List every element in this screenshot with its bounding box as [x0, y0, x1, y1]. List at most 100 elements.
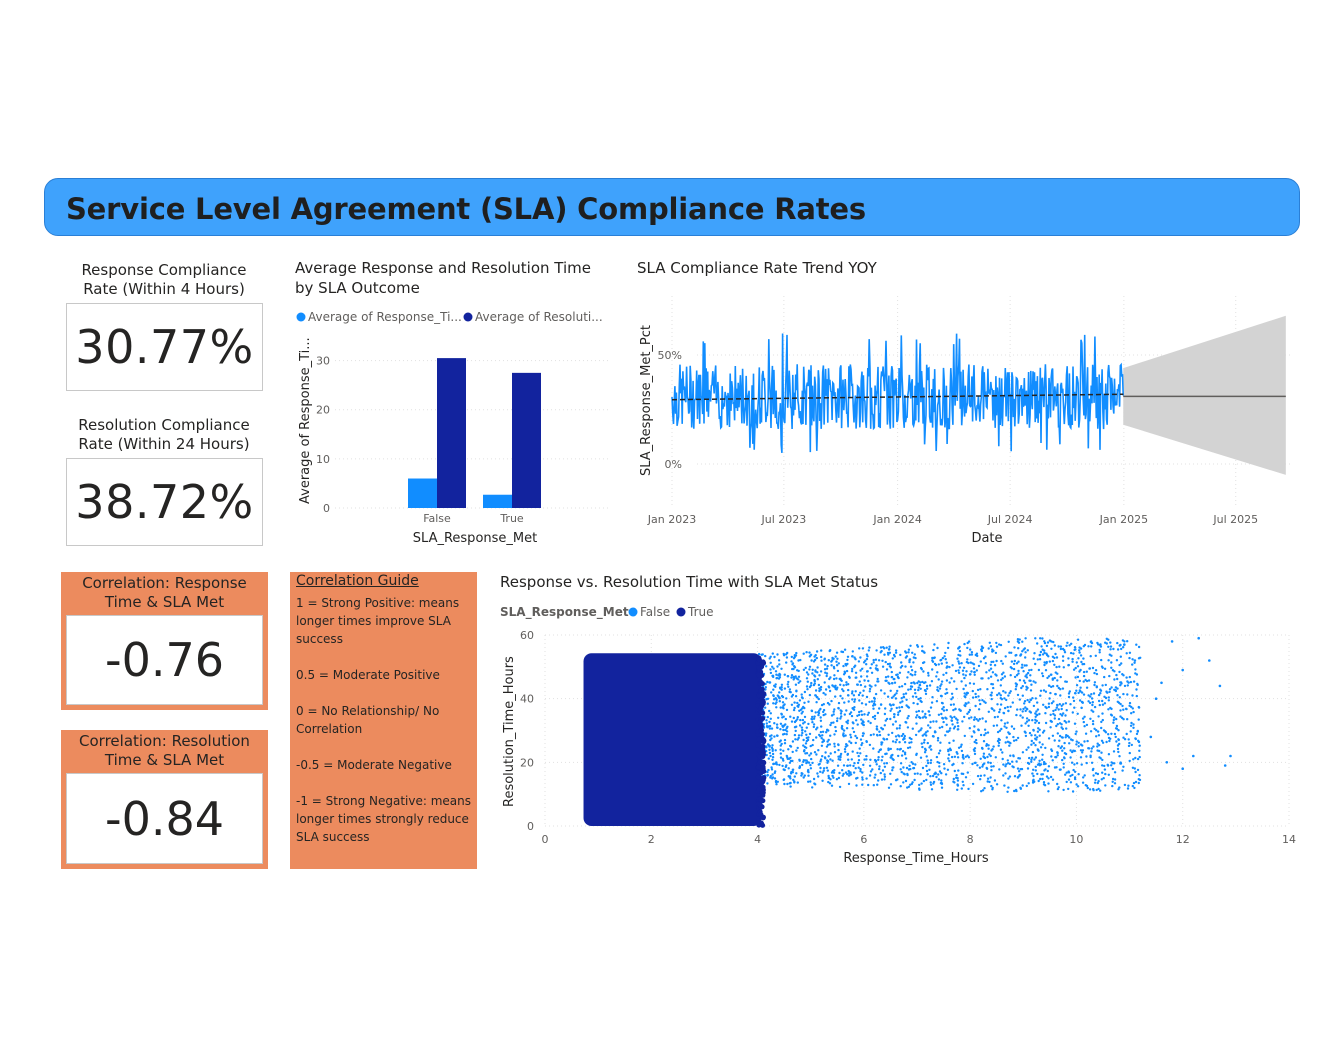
scatter-point-false — [1128, 701, 1132, 705]
scatter-point-false — [1024, 722, 1027, 725]
scatter-point-false — [1043, 769, 1046, 772]
scatter-point-false — [1109, 706, 1112, 710]
scatter-point-false — [1085, 686, 1089, 689]
scatter-point-false — [783, 782, 786, 786]
scatter-point-false — [998, 729, 1002, 732]
scatter-point-false — [883, 773, 886, 776]
scatter-point-false — [934, 771, 937, 774]
scatter-point-false — [880, 726, 883, 730]
scatter-point-false — [1050, 647, 1053, 650]
scatter-point-false — [844, 745, 847, 748]
scatter-point-false — [795, 651, 798, 655]
scatter-point-false — [989, 776, 992, 779]
scatter-point-false — [781, 764, 784, 768]
scatter-point-false — [1112, 721, 1115, 724]
scatter-point-false — [907, 714, 910, 718]
scatter-point-false — [900, 685, 904, 688]
scatter-point-false — [846, 719, 850, 722]
scatter-point-false — [1034, 637, 1037, 640]
scatter-point-false — [810, 659, 813, 662]
scatter-point-false — [1095, 685, 1098, 688]
scatter-point-false — [803, 745, 807, 749]
scatter-point-false — [1000, 719, 1003, 722]
scatter-point-false — [1018, 773, 1021, 777]
scatter-point-false — [904, 779, 908, 783]
scatter-point-false — [887, 733, 890, 736]
scatter-point-false — [946, 646, 950, 650]
scatter-point-false — [1110, 761, 1113, 764]
scatter-point-false — [1051, 659, 1055, 663]
scatter-point-false — [979, 733, 983, 737]
scatter-point-false — [820, 655, 823, 659]
scatter-point-false — [854, 734, 857, 738]
scatter-point-false — [1019, 653, 1023, 656]
scatter-point-false — [941, 717, 945, 720]
scatter-point-false — [846, 764, 849, 767]
scatter-point-false — [1075, 661, 1078, 664]
scatter-point-false — [1075, 783, 1078, 786]
scatter-point-false — [890, 670, 893, 674]
scatter-point-false — [846, 658, 849, 662]
scatter-point-false — [861, 776, 864, 779]
scatter-point-false — [1098, 744, 1101, 747]
scatter-point-false — [1127, 681, 1130, 684]
scatter-point-false — [766, 770, 769, 774]
scatter-point-false — [932, 720, 935, 723]
scatter-point-false — [843, 713, 846, 716]
scatter-point-false — [768, 724, 772, 728]
scatter-point-false — [930, 701, 934, 704]
scatter-point-false — [785, 656, 789, 659]
scatter-point-false — [913, 682, 916, 685]
scatter-point-false — [800, 774, 803, 777]
scatter-point-false — [950, 719, 953, 722]
scatter-point-false — [771, 752, 775, 756]
scatter-point-false — [841, 774, 844, 777]
scatter-point-false — [769, 668, 772, 671]
scatter-point-false — [990, 769, 993, 772]
scatter-point-false — [986, 731, 990, 734]
scatter-point-false — [803, 715, 807, 719]
scatter-point-false — [902, 738, 905, 741]
scatter-point-false — [893, 677, 896, 681]
scatter-point-false — [987, 710, 990, 713]
scatter-point-false — [1043, 640, 1046, 643]
scatter-point-false — [953, 725, 957, 728]
bar-false-resolution — [437, 358, 466, 508]
scatter-point-false — [808, 668, 811, 671]
scatter-point-false — [1073, 648, 1076, 652]
scatter-point-false — [1054, 671, 1057, 674]
scatter-point-false — [769, 655, 772, 658]
scatter-point-false — [771, 652, 774, 655]
scatter-point-false — [822, 691, 825, 695]
scatter-point-false — [836, 669, 840, 673]
scatter-point-false — [850, 758, 853, 761]
scatter-point-false — [851, 667, 854, 671]
scatter-point-false — [899, 747, 902, 751]
scatter-point-false — [861, 732, 865, 735]
scatter-point-false — [836, 657, 839, 660]
scatter-point-true-edge — [756, 736, 762, 742]
trend-dashed-line — [671, 393, 1124, 401]
scatter-point-false — [1117, 729, 1120, 732]
scatter-ytick-label: 60 — [520, 629, 534, 642]
scatter-point-true-edge — [760, 815, 766, 820]
scatter-point-false — [936, 739, 940, 742]
scatter-point-false — [1035, 719, 1038, 723]
scatter-point-false — [939, 741, 942, 744]
scatter-point-false — [1125, 732, 1128, 736]
scatter-point-false — [979, 757, 982, 760]
scatter-point-false — [771, 665, 774, 668]
scatter-point-false — [929, 706, 933, 709]
scatter-point-false — [1005, 726, 1008, 729]
scatter-point-false — [1047, 790, 1050, 793]
scatter-point-false — [1088, 701, 1092, 705]
scatter-point-false — [1085, 755, 1088, 758]
scatter-point-false — [1127, 784, 1130, 787]
scatter-point-false — [1071, 790, 1075, 793]
scatter-point-false-outlier — [1133, 659, 1137, 662]
scatter-point-false — [1020, 724, 1023, 727]
scatter-point-false — [799, 718, 802, 722]
scatter-point-false — [869, 666, 872, 670]
scatter-point-false — [958, 662, 961, 665]
scatter-point-false — [881, 659, 884, 662]
